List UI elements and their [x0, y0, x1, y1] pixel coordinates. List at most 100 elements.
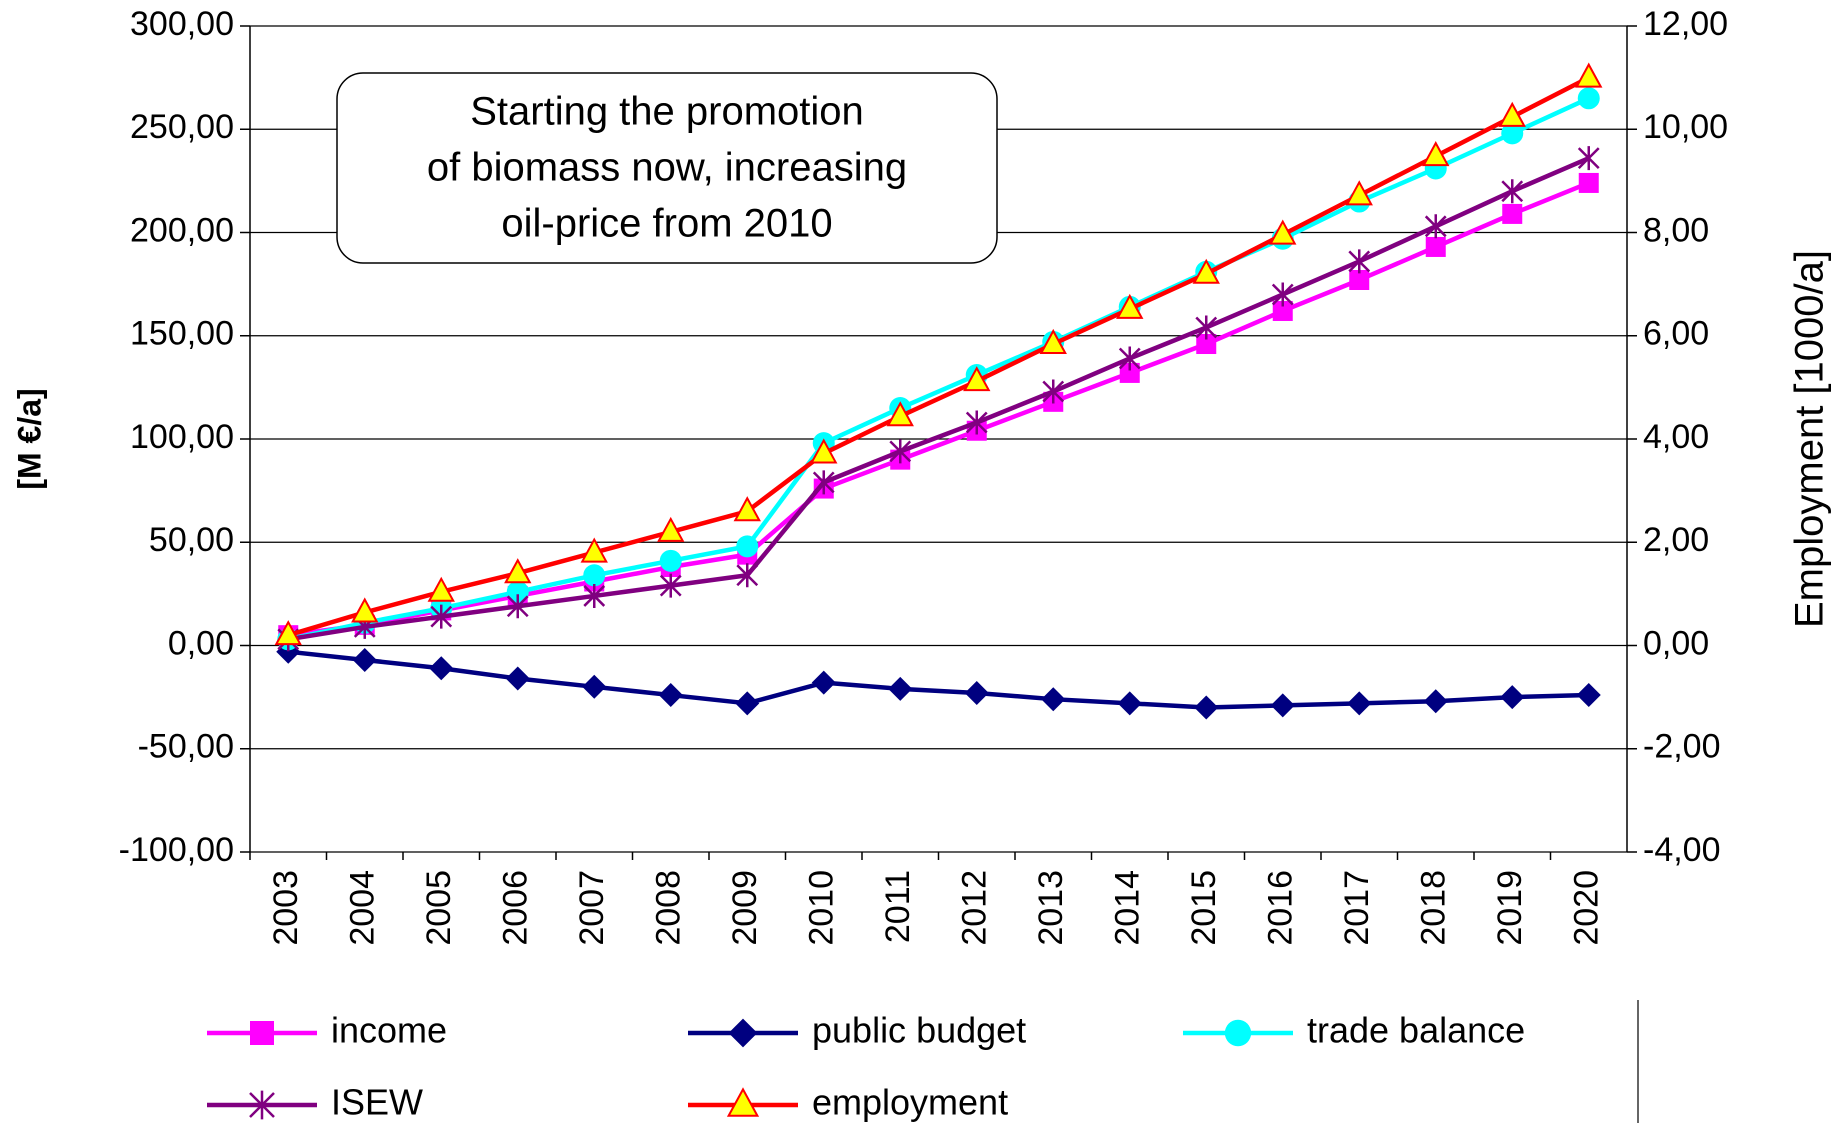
- marker: [1196, 334, 1217, 355]
- legend-label: employment: [812, 1082, 1008, 1123]
- marker: [1422, 141, 1450, 167]
- marker: [1498, 101, 1526, 127]
- marker: [1224, 1019, 1252, 1047]
- marker: [1578, 172, 1599, 193]
- x-tick-label: 2007: [573, 870, 611, 946]
- series: [276, 639, 1601, 720]
- marker: [811, 670, 836, 695]
- marker: [583, 583, 606, 608]
- x-tick-label: 2018: [1415, 870, 1453, 946]
- marker: [1117, 691, 1142, 716]
- x-tick-label: 2012: [956, 870, 994, 946]
- y-tick-label: 300,00: [130, 5, 234, 43]
- marker: [810, 438, 838, 464]
- marker: [1575, 62, 1603, 88]
- marker: [506, 580, 529, 603]
- y-tick-label: 250,00: [130, 108, 234, 146]
- marker: [1192, 258, 1220, 284]
- marker: [1195, 315, 1218, 340]
- x-tick-label: 2010: [803, 870, 841, 946]
- marker: [250, 1021, 274, 1045]
- marker: [964, 680, 989, 705]
- y2-tick-label: 8,00: [1643, 211, 1709, 249]
- series-line: [288, 649, 1589, 710]
- marker: [735, 691, 760, 716]
- x-tick-label: 2014: [1109, 870, 1147, 946]
- x-tick-label: 2011: [879, 870, 917, 943]
- marker: [886, 401, 914, 427]
- marker: [429, 656, 454, 681]
- series-line: [287, 180, 1590, 638]
- legend-label: income: [331, 1010, 447, 1051]
- y-tick-label: 0,00: [168, 624, 234, 662]
- x-tick-label: 2006: [497, 870, 535, 946]
- legend-item: ISEW: [207, 1082, 423, 1123]
- marker: [1272, 300, 1293, 321]
- y-tick-label: 50,00: [149, 521, 234, 559]
- marker: [657, 516, 685, 542]
- series-line: [287, 75, 1590, 638]
- legend-label: trade balance: [1307, 1010, 1525, 1051]
- marker: [1039, 328, 1067, 355]
- marker: [505, 666, 530, 691]
- marker: [1118, 346, 1141, 371]
- marker: [733, 496, 761, 522]
- x-tick-label: 2019: [1491, 870, 1529, 946]
- marker: [889, 439, 912, 464]
- marker: [582, 674, 607, 699]
- marker: [1424, 214, 1447, 239]
- x-tick-label: 2015: [1185, 870, 1223, 946]
- x-tick-label: 2004: [344, 870, 382, 946]
- marker: [1269, 219, 1297, 245]
- y2-tick-label: -2,00: [1643, 728, 1721, 766]
- marker: [659, 573, 682, 598]
- series-line: [287, 96, 1590, 642]
- y-tick-label: 150,00: [130, 315, 234, 353]
- annotation: Starting the promotion of biomass now, in…: [336, 72, 998, 264]
- marker: [1119, 362, 1140, 383]
- marker: [1423, 689, 1448, 714]
- legend-label: ISEW: [331, 1082, 423, 1123]
- y2-tick-label: 2,00: [1643, 521, 1709, 559]
- y2-axis-label: Employment [1000/a]: [1788, 250, 1832, 628]
- marker: [583, 564, 606, 587]
- y-tick-label: -50,00: [138, 728, 234, 766]
- marker: [736, 535, 759, 558]
- marker: [726, 1087, 760, 1117]
- x-tick-label: 2017: [1338, 870, 1376, 946]
- series-line: [287, 156, 1590, 642]
- x-tick-label: 2008: [650, 870, 688, 946]
- marker: [1116, 293, 1144, 319]
- marker: [812, 470, 835, 495]
- marker: [1577, 146, 1600, 171]
- marker: [728, 1018, 758, 1048]
- marker: [1500, 685, 1525, 710]
- legend-item: trade balance: [1183, 1010, 1525, 1051]
- marker: [274, 620, 302, 646]
- marker: [659, 549, 682, 572]
- x-tick-label: 2003: [267, 870, 305, 946]
- marker: [1502, 203, 1523, 224]
- marker: [736, 563, 759, 588]
- marker: [888, 676, 913, 701]
- legend-item: public budget: [688, 1010, 1026, 1051]
- series: [274, 62, 1603, 646]
- x-tick-label: 2013: [1032, 870, 1070, 946]
- marker: [1042, 379, 1065, 404]
- marker: [249, 1090, 275, 1120]
- marker: [1501, 122, 1524, 145]
- marker: [1194, 695, 1219, 720]
- legend-label: public budget: [812, 1010, 1026, 1051]
- marker: [658, 683, 683, 708]
- x-tick-label: 2016: [1262, 870, 1300, 946]
- marker: [1501, 179, 1524, 204]
- y-tick-label: -100,00: [119, 831, 234, 869]
- marker: [1425, 236, 1446, 257]
- marker: [1576, 683, 1601, 708]
- y2-tick-label: 12,00: [1643, 5, 1728, 43]
- y-axis-label: [M €/a]: [11, 388, 47, 489]
- legend-item: income: [207, 1010, 447, 1051]
- marker: [1270, 693, 1295, 718]
- marker: [427, 576, 455, 602]
